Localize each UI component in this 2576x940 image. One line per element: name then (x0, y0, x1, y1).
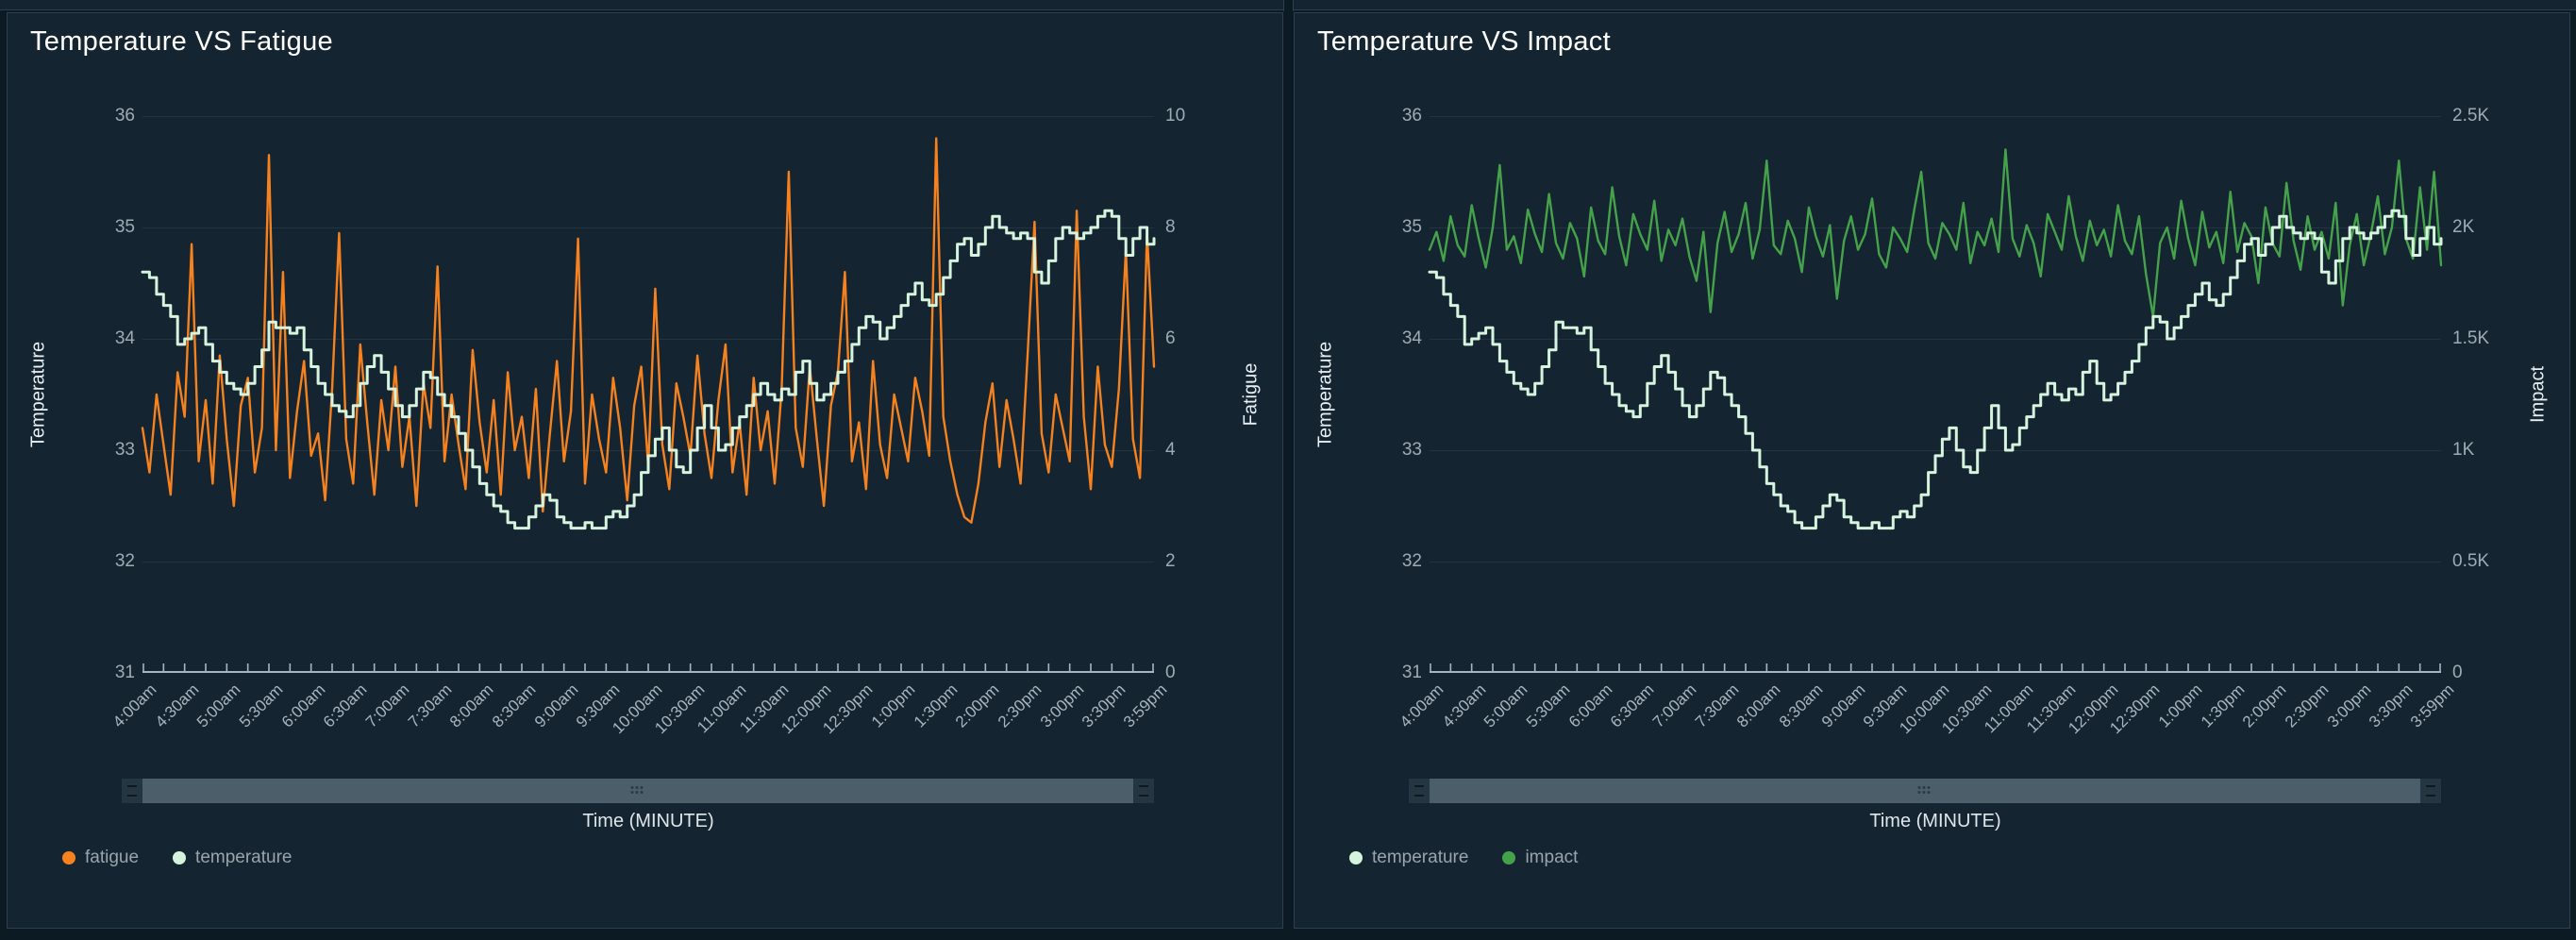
plot-area (141, 116, 1156, 673)
slider-left-handle[interactable] (122, 779, 142, 803)
left-axis-tick-label: 36 (1401, 106, 1422, 126)
right-axis-tick-label: 0.5K (2452, 551, 2490, 571)
temperature-series-color-dot (173, 851, 187, 864)
slider-right-handle[interactable] (2420, 779, 2441, 803)
series-line-temperature (141, 209, 1156, 530)
right-axis-tick-label: 8 (1165, 217, 1176, 237)
right-axis-name: Fatigue (1240, 362, 1262, 427)
left-axis-tick-label: 34 (1401, 328, 1422, 348)
legend-label: temperature (195, 848, 293, 867)
left-axis-name: Temperature (27, 341, 49, 448)
x-axis-name: Time (MINUTE) (582, 811, 714, 831)
chart-title: Temperature VS Impact (1317, 26, 1611, 57)
legend-label: temperature (1372, 848, 1469, 867)
left-axis-name: Temperature (1314, 341, 1336, 448)
panel-temperature-vs-fatigue: Temperature VS Fatigue Temperature Fatig… (7, 12, 1283, 929)
slider-grip-dots-icon[interactable] (630, 786, 645, 796)
handle-grip-icon (1414, 785, 1424, 797)
left-axis-tick-label: 36 (114, 106, 135, 126)
legend: fatigue temperature (62, 848, 293, 868)
left-axis-tick-label: 35 (114, 217, 135, 237)
legend-item-fatigue[interactable]: fatigue (62, 848, 139, 868)
left-axis-tick-label: 34 (114, 328, 135, 348)
right-axis-tick-label: 1K (2452, 440, 2475, 460)
legend-label: fatigue (85, 848, 140, 867)
legend-item-temperature[interactable]: temperature (1349, 848, 1468, 868)
panel-gap (1283, 0, 1294, 11)
left-axis-tick-label: 31 (114, 663, 135, 682)
right-axis-tick-label: 10 (1165, 106, 1186, 126)
slider-grip-dots-icon[interactable] (1917, 786, 1932, 796)
left-axis-tick-label: 35 (1401, 217, 1422, 237)
datazoom-slider (8, 779, 1284, 803)
slider-left-handle[interactable] (1409, 779, 1430, 803)
slider-track[interactable] (142, 779, 1133, 803)
datazoom-slider (1295, 779, 2571, 803)
right-axis-tick-label: 6 (1165, 328, 1176, 348)
right-axis-name: Impact (2527, 365, 2549, 424)
legend-label: impact (1525, 848, 1579, 867)
right-axis-tick-label: 1.5K (2452, 328, 2490, 348)
impact-series-color-dot (1502, 851, 1516, 864)
handle-grip-icon (1139, 785, 1148, 797)
right-axis-tick-label: 0 (2452, 663, 2463, 682)
chart-title: Temperature VS Fatigue (30, 26, 333, 57)
temperature-series-color-dot (1349, 851, 1363, 864)
plot-area (1428, 116, 2443, 673)
left-axis-tick-label: 33 (1401, 440, 1422, 460)
x-axis-name: Time (MINUTE) (1869, 811, 2001, 831)
right-axis-tick-label: 4 (1165, 440, 1176, 460)
left-axis-tick-label: 31 (1401, 663, 1422, 682)
legend-item-temperature[interactable]: temperature (173, 848, 293, 868)
left-axis-tick-label: 33 (114, 440, 135, 460)
right-axis-tick-label: 2K (2452, 217, 2475, 237)
series-line-impact (1428, 148, 2443, 318)
right-axis-tick-label: 2 (1165, 551, 1176, 571)
legend: temperature impact (1349, 848, 1578, 868)
handle-grip-icon (2426, 785, 2435, 797)
right-axis-tick-label: 0 (1165, 663, 1176, 682)
panel-temperature-vs-impact: Temperature VS Impact Temperature Impact… (1294, 12, 2570, 929)
slider-track[interactable] (1430, 779, 2420, 803)
left-axis-tick-label: 32 (1401, 551, 1422, 571)
right-axis-tick-label: 2.5K (2452, 106, 2490, 126)
fatigue-series-color-dot (62, 851, 75, 864)
series-line-temperature (1428, 209, 2443, 530)
slider-right-handle[interactable] (1133, 779, 1154, 803)
legend-item-impact[interactable]: impact (1502, 848, 1578, 868)
left-axis-tick-label: 32 (114, 551, 135, 571)
handle-grip-icon (127, 785, 137, 797)
